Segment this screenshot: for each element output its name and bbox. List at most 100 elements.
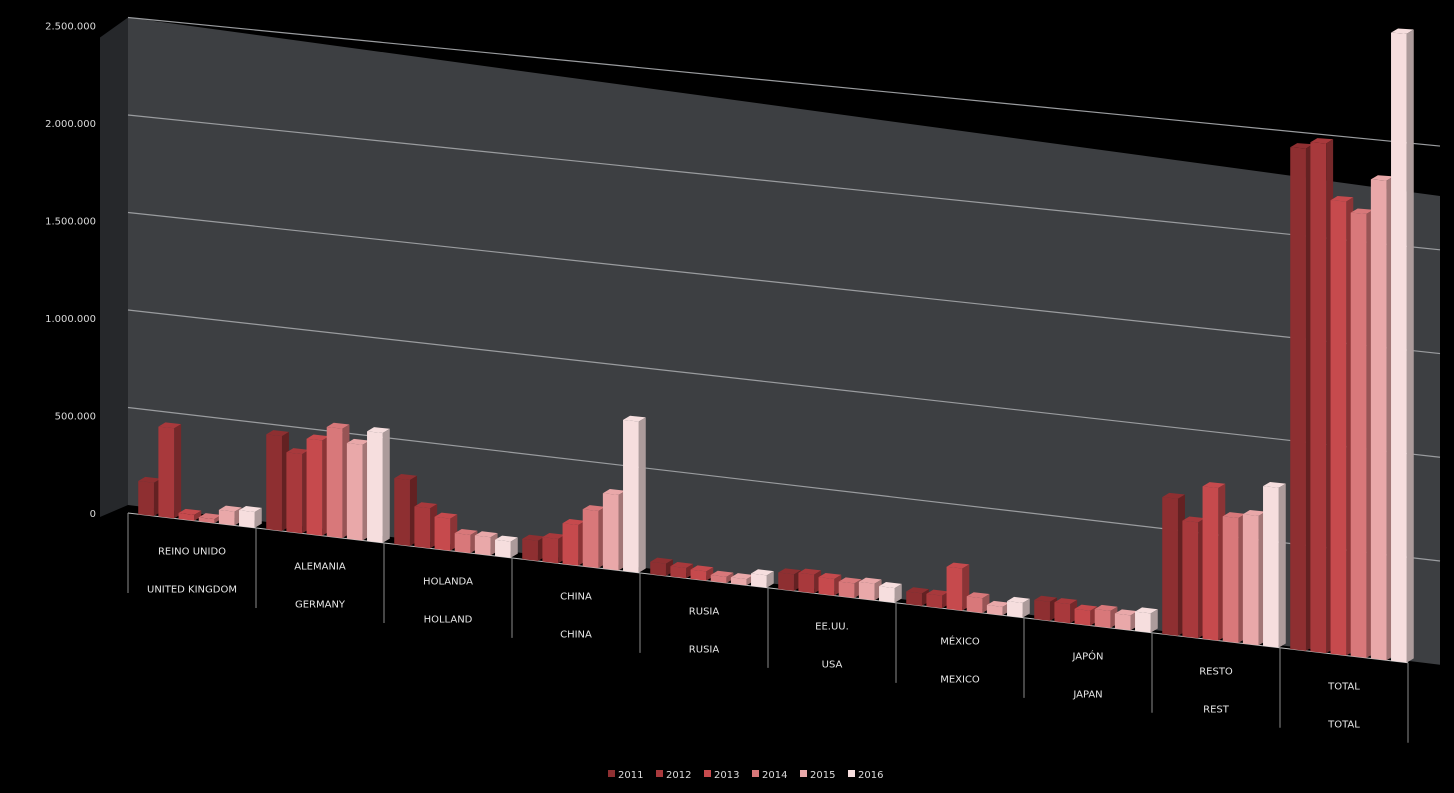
category-label-en: RUSIA [689, 644, 720, 655]
legend-label-2016: 2016 [858, 770, 883, 781]
y-tick-label: 500.000 [55, 412, 96, 423]
bar-2015-holland [474, 531, 498, 556]
y-tick-label: 1.500.000 [45, 217, 96, 228]
category-label-en: GERMANY [295, 599, 346, 610]
legend-swatch-2013 [704, 770, 711, 777]
bar-2015-united-kingdom [218, 505, 242, 526]
bar-2015-rusia [730, 573, 754, 586]
bar-2016-mexico [1007, 596, 1030, 618]
category-label-en: UNITED KINGDOM [147, 584, 237, 595]
category-label-en: MEXICO [940, 674, 980, 685]
bar-2014-rusia [710, 570, 734, 584]
bar-2013-rest [1202, 482, 1226, 641]
legend-swatch-2011 [608, 770, 615, 777]
plot-side-wall [100, 17, 128, 517]
category-label-en: USA [822, 659, 843, 670]
legend: 2011 2012 2013 2014 2015 2016 [608, 770, 883, 781]
bar-2012-japan [1054, 598, 1078, 624]
bar-2016-usa [879, 582, 902, 603]
y-tick-label: 2.000.000 [45, 119, 96, 130]
bar-2013-mexico [946, 562, 970, 611]
bar-2011-united-kingdom [138, 476, 161, 517]
chart-svg: 0 500.000 1.000.000 1.500.000 2.000.000 2.500… [45, 16, 1441, 781]
bar-2015-total [1370, 175, 1394, 661]
category-label-es: RUSIA [689, 606, 720, 617]
category-label-es: TOTAL [1327, 681, 1360, 692]
category-label-es: CHINA [560, 591, 592, 602]
chart-frame: 0 500.000 1.000.000 1.500.000 2.000.000 2.500… [8, 8, 1446, 793]
y-tick-label: 1.000.000 [45, 314, 96, 325]
legend-label-2015: 2015 [810, 770, 835, 781]
legend-swatch-2012 [656, 770, 663, 777]
category-label-es: RESTO [1199, 666, 1233, 677]
bar-2012-holland [414, 502, 438, 549]
bar-2014-china [582, 505, 606, 569]
bar-2012-germany [286, 448, 310, 534]
bar-2011-china [522, 534, 545, 561]
gridline-2 [127, 309, 1441, 458]
bar-2014-germany [326, 422, 350, 539]
legend-label-2011: 2011 [618, 770, 643, 781]
legend-swatch-2016 [848, 770, 855, 777]
bar-2013-japan [1074, 604, 1098, 626]
bar-2016-japan [1135, 607, 1158, 633]
bar-2012-total [1310, 138, 1334, 654]
bar-2015-rest [1242, 510, 1266, 646]
category-label-en: HOLLAND [424, 614, 473, 625]
legend-label-2013: 2013 [714, 770, 739, 781]
legend-swatch-2015 [800, 770, 807, 777]
bar-2012-united-kingdom [158, 422, 182, 519]
bar-2015-japan [1114, 609, 1138, 631]
bar-2011-rest [1162, 492, 1185, 636]
bar-2016-rest [1263, 481, 1286, 648]
bar-2011-total [1290, 143, 1313, 651]
category-label-en: TOTAL [1327, 719, 1360, 730]
gridline-5 [127, 16, 1441, 147]
bar-2011-holland [394, 473, 417, 546]
bar-2013-germany [306, 434, 330, 536]
bar-2016-total [1391, 28, 1414, 663]
category-label-es: HOLANDA [423, 576, 473, 587]
legend-label-2014: 2014 [762, 770, 787, 781]
category-label-es: REINO UNIDO [158, 546, 226, 557]
category-label-es: EE.UU. [815, 621, 849, 632]
legend-label-2012: 2012 [666, 770, 691, 781]
bar-2011-japan [1034, 595, 1057, 621]
bar-2016-holland [495, 535, 518, 558]
bar-2012-rusia [670, 562, 694, 579]
bar-2013-united-kingdom [178, 508, 202, 521]
bar-2014-rest [1222, 512, 1246, 643]
category-label-en: JAPAN [1072, 689, 1102, 700]
category-label-en: CHINA [560, 629, 592, 640]
bar-2013-usa [818, 572, 842, 596]
bar-2015-mexico [986, 600, 1010, 616]
bar-2015-germany [346, 438, 370, 541]
bar-2014-united-kingdom [198, 513, 222, 524]
bar-2013-total [1330, 196, 1354, 656]
bar-2014-usa [838, 577, 862, 598]
category-label-es: ALEMANIA [294, 561, 346, 572]
bar-2016-rusia [751, 569, 774, 588]
category-label-en: REST [1203, 704, 1230, 715]
bar-2016-united-kingdom [239, 506, 262, 528]
bar-2014-japan [1094, 604, 1118, 628]
bar-2012-china [542, 532, 566, 564]
gridline-4 [127, 114, 1441, 251]
gridline-3 [127, 211, 1441, 355]
y-tick-label: 0 [90, 509, 96, 520]
bar-2016-china [623, 415, 646, 573]
bar-2013-rusia [690, 565, 714, 581]
category-label-es: JAPÓN [1072, 649, 1104, 662]
plot-back-wall [128, 17, 1440, 665]
bar-2016-germany [367, 427, 390, 543]
bar-2014-total [1350, 208, 1374, 658]
bar-2011-rusia [650, 557, 673, 576]
bar-2013-holland [434, 512, 458, 551]
bar-2011-mexico [906, 587, 929, 606]
bar-2011-germany [266, 430, 289, 532]
bar-2014-holland [454, 528, 478, 554]
category-label-es: MÉXICO [940, 634, 980, 647]
bar-2012-usa [798, 568, 822, 594]
bar-2015-china [602, 488, 626, 571]
legend-swatch-2014 [752, 770, 759, 777]
